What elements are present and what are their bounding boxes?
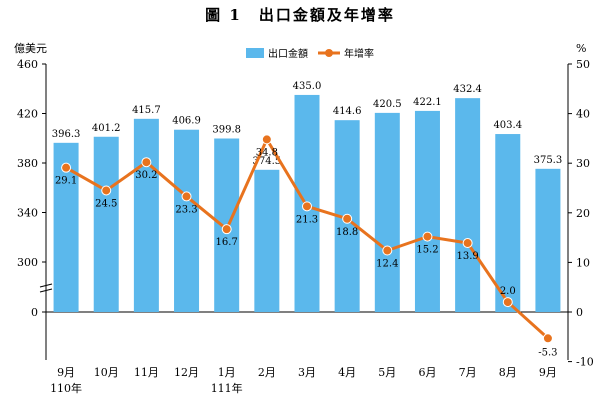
line-value-label: 29.1 [55, 176, 77, 187]
right-axis-unit: % [576, 42, 586, 55]
bar-value-label: 375.3 [534, 155, 563, 166]
right-tick-label: 50 [576, 58, 590, 71]
bar-value-label: 403.4 [493, 120, 522, 131]
legend-bar-label: 出口金額 [268, 47, 308, 60]
line-point [261, 134, 272, 145]
bar-value-label: 401.2 [92, 123, 121, 134]
bar-value-label: 420.5 [373, 99, 402, 110]
line-value-label: 12.4 [376, 258, 398, 269]
line-value-label: 24.5 [95, 198, 117, 209]
axis-break-mark-bottom [39, 288, 53, 293]
x-tick-label: 5月 [378, 366, 396, 379]
right-tick-label: 30 [576, 157, 590, 170]
bar [495, 134, 521, 312]
left-tick-label: 460 [17, 58, 38, 71]
line-value-label: 18.8 [336, 227, 358, 238]
bar-value-label: 414.6 [333, 106, 362, 117]
line-point [181, 191, 192, 202]
x-tick-label: 9月 [539, 366, 557, 379]
right-tick-label: 20 [576, 207, 590, 220]
bar [374, 112, 400, 312]
line-point [61, 162, 72, 173]
line-value-label: 16.7 [216, 237, 238, 248]
line-point [302, 201, 312, 212]
line-point [382, 245, 393, 256]
bar [254, 169, 280, 312]
legend-bar-swatch [246, 48, 264, 58]
x-tick-sublabel: 110年 [50, 381, 82, 395]
line-point [221, 224, 232, 235]
bar-value-label: 399.8 [212, 124, 241, 135]
line-value-label: 23.3 [175, 204, 197, 215]
left-axis-unit: 億美元 [14, 42, 47, 55]
line-point [462, 238, 473, 249]
line-point [542, 333, 553, 344]
line-point [101, 185, 112, 196]
x-tick-label: 4月 [338, 366, 356, 379]
line-point [422, 231, 433, 242]
bar [455, 98, 481, 312]
bar-value-label: 415.7 [132, 105, 161, 116]
x-tick-label: 12月 [174, 366, 199, 379]
x-tick-label: 11月 [134, 366, 159, 379]
x-tick-label: 1月 [218, 366, 236, 379]
left-tick-label: 0 [31, 306, 38, 319]
legend-line-marker [325, 49, 333, 57]
legend-line-label: 年增率 [344, 47, 374, 60]
right-tick-label: 0 [576, 306, 583, 319]
bar [414, 110, 440, 313]
bar [174, 129, 200, 312]
left-tick-label: 380 [17, 157, 38, 170]
bar-value-label: 432.4 [453, 84, 482, 95]
bar-value-label: 406.9 [172, 116, 201, 127]
x-tick-label: 8月 [499, 366, 517, 379]
x-tick-sublabel: 111年 [211, 381, 243, 395]
right-tick-label: -10 [576, 356, 594, 369]
x-tick-label: 6月 [418, 366, 436, 379]
line-value-label: 21.3 [296, 214, 318, 225]
left-tick-label: 420 [17, 108, 38, 121]
chart-title: 圖 1 出口金額及年增率 [205, 6, 395, 24]
line-value-label: 15.2 [416, 245, 438, 256]
bar [535, 168, 561, 312]
line-value-label: 2.0 [500, 286, 516, 297]
x-tick-label: 3月 [298, 366, 316, 379]
line-value-label: 13.9 [456, 251, 478, 262]
left-tick-label: 300 [17, 256, 38, 269]
x-tick-label: 2月 [258, 366, 276, 379]
bar-value-label: 396.3 [52, 129, 81, 140]
line-value-label: -5.3 [538, 347, 557, 358]
x-tick-label: 9月 [57, 366, 75, 379]
bar-value-label: 435.0 [293, 81, 322, 92]
bar [133, 118, 159, 312]
line-value-label: 34.8 [256, 147, 278, 158]
bar-value-label: 422.1 [413, 97, 442, 108]
left-tick-label: 340 [17, 207, 38, 220]
line-point [141, 157, 152, 168]
x-tick-label: 10月 [94, 366, 119, 379]
axis-break-mark-top [39, 283, 53, 288]
bar-value-label: 374.5 [253, 156, 282, 167]
line-point [502, 297, 513, 308]
x-tick-label: 7月 [459, 366, 477, 379]
line-point [342, 213, 353, 224]
right-tick-label: 40 [576, 108, 590, 121]
right-tick-label: 10 [576, 256, 590, 269]
bar [93, 136, 119, 312]
line-value-label: 30.2 [135, 170, 157, 181]
